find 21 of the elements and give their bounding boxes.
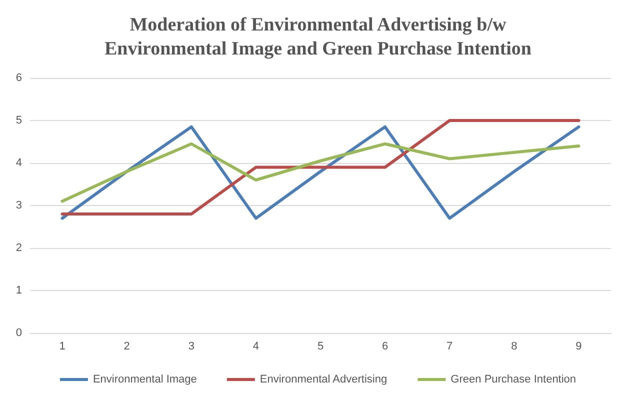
x-tick-label: 1 — [59, 340, 66, 352]
y-tick-label: 0 — [16, 327, 22, 339]
legend-label: Green Purchase Intention — [450, 374, 576, 386]
legend-label: Environmental Image — [92, 374, 197, 386]
x-tick-label: 4 — [252, 340, 260, 352]
y-tick-label: 4 — [16, 157, 22, 169]
x-tick-label: 6 — [382, 340, 388, 352]
y-tick-label: 5 — [16, 114, 22, 126]
chart-title: Moderation of Environmental Advertising b/w Environmental Image and Green Purchase Intention — [104, 14, 532, 60]
y-tick-label: 6 — [16, 72, 22, 84]
x-tick-label: 8 — [511, 340, 518, 352]
x-tick-label: 9 — [576, 340, 582, 352]
x-tick-label: 3 — [188, 340, 194, 352]
y-tick-label: 3 — [16, 200, 22, 212]
line-series — [60, 142, 580, 203]
legend-label: Environmental Advertising — [260, 374, 388, 386]
y-tick-label: 2 — [16, 242, 22, 254]
x-tick-label: 2 — [124, 340, 130, 352]
x-tick-label: 7 — [446, 340, 453, 352]
y-tick-label: 1 — [16, 284, 22, 296]
x-tick-label: 5 — [317, 340, 324, 352]
